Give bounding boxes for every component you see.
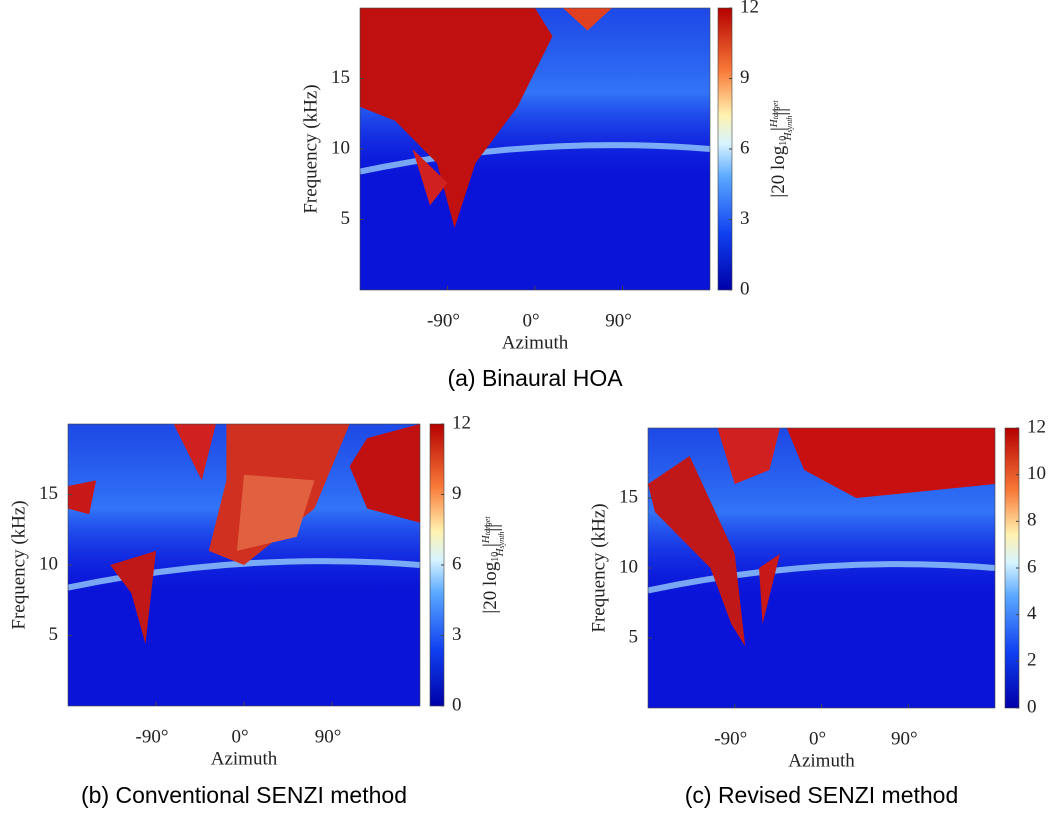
colorbar-tick-label: 12 bbox=[1027, 416, 1046, 437]
y-tick-label: 15 bbox=[331, 67, 350, 88]
colorbar-label-part: H bbox=[494, 547, 506, 557]
colorbar-tick-label: 0 bbox=[452, 694, 462, 715]
heatmap-band bbox=[359, 142, 711, 175]
colorbar-tick-label: 0 bbox=[740, 278, 750, 299]
x-tick-label: -90° bbox=[427, 310, 460, 331]
colorbar-tick-label: 9 bbox=[740, 67, 750, 88]
heatmap-region bbox=[360, 8, 553, 228]
heatmap bbox=[67, 424, 421, 706]
caption: (a) Binaural HOA bbox=[447, 365, 623, 391]
colorbar-tick-label: 9 bbox=[452, 483, 462, 504]
y-tick-label: 15 bbox=[619, 486, 638, 507]
y-axis-label: Frequency (kHz) bbox=[588, 503, 609, 632]
colorbar-label-part: |20 log bbox=[480, 561, 501, 613]
colorbar-label-part: synth bbox=[785, 116, 794, 133]
x-axis-label: Azimuth bbox=[788, 750, 855, 771]
heatmap-region bbox=[110, 550, 156, 644]
caption: (c) Revised SENZI method bbox=[685, 782, 959, 808]
x-tick-label: 90° bbox=[315, 726, 342, 747]
caption: (b) Conventional SENZI method bbox=[81, 782, 407, 808]
colorbar-tick-label: 2 bbox=[1027, 650, 1037, 671]
y-axis-label: Frequency (kHz) bbox=[8, 500, 29, 629]
colorbar-tick-label: 12 bbox=[452, 412, 471, 433]
colorbar-tick-label: 6 bbox=[1027, 556, 1037, 577]
heatmap-region bbox=[349, 424, 420, 523]
y-tick-label: 5 bbox=[49, 624, 59, 645]
colorbar-tick-label: 0 bbox=[1027, 696, 1037, 717]
colorbar-tick-label: 3 bbox=[452, 624, 462, 645]
colorbar-label-part: 10 bbox=[778, 136, 789, 146]
y-axis-label: Frequency (kHz) bbox=[300, 84, 321, 213]
colorbar-label-part: target bbox=[483, 516, 492, 536]
colorbar-label-part: | bbox=[480, 543, 501, 552]
colorbar-label: |20 log10 |HtargetHsynth|| bbox=[768, 100, 794, 198]
colorbar-label-part: H bbox=[480, 534, 492, 544]
heatmap bbox=[359, 8, 711, 290]
y-tick-label: 5 bbox=[341, 208, 351, 229]
colorbar-label-part: target bbox=[771, 100, 780, 120]
x-tick-label: 90° bbox=[605, 310, 632, 331]
x-tick-label: 0° bbox=[809, 728, 826, 749]
colorbar-tick-label: 6 bbox=[740, 137, 750, 158]
colorbar-label-part: synth bbox=[497, 532, 506, 549]
x-tick-label: 0° bbox=[522, 310, 539, 331]
heatmap-region bbox=[717, 428, 780, 484]
colorbar-label-part: | bbox=[768, 127, 789, 136]
y-tick-label: 15 bbox=[39, 483, 58, 504]
y-tick-label: 5 bbox=[629, 626, 639, 647]
colorbar-label-part: || bbox=[482, 524, 503, 532]
heatmap-region bbox=[786, 428, 995, 498]
x-tick-label: 0° bbox=[231, 726, 248, 747]
y-tick-label: 10 bbox=[619, 556, 638, 577]
heatmap-region bbox=[759, 554, 780, 624]
x-tick-label: -90° bbox=[714, 728, 747, 749]
x-axis-label: Azimuth bbox=[211, 748, 278, 769]
heatmap-region bbox=[563, 8, 612, 31]
colorbar-tick-label: 3 bbox=[740, 208, 750, 229]
x-axis-label: Azimuth bbox=[502, 332, 569, 353]
colorbar-tick-label: 4 bbox=[1027, 603, 1037, 624]
x-tick-label: -90° bbox=[136, 726, 169, 747]
heatmap-band bbox=[647, 561, 996, 594]
heatmap-region bbox=[412, 149, 448, 206]
heatmap-region bbox=[236, 474, 315, 551]
colorbar-label: |20 log10 |HtargetHsynth|| bbox=[480, 516, 506, 614]
colorbar-tick-label: 6 bbox=[452, 553, 462, 574]
colorbar-label-part: || bbox=[770, 108, 791, 116]
heatmap-region bbox=[173, 424, 216, 481]
colorbar-label-part: |20 log bbox=[768, 145, 789, 197]
colorbar-tick-label: 10 bbox=[1027, 463, 1046, 484]
colorbar-tick-label: 8 bbox=[1027, 510, 1037, 531]
heatmap-region bbox=[68, 480, 97, 515]
colorbar-label-part: H bbox=[782, 131, 794, 141]
heatmap bbox=[647, 428, 996, 708]
colorbar-tick-label: 12 bbox=[740, 0, 759, 17]
y-tick-label: 10 bbox=[331, 137, 350, 158]
y-tick-label: 10 bbox=[39, 553, 58, 574]
x-tick-label: 90° bbox=[891, 728, 918, 749]
heatmap-region bbox=[648, 456, 746, 647]
colorbar-label-part: 10 bbox=[490, 552, 501, 562]
colorbar-label-part: H bbox=[768, 118, 780, 128]
